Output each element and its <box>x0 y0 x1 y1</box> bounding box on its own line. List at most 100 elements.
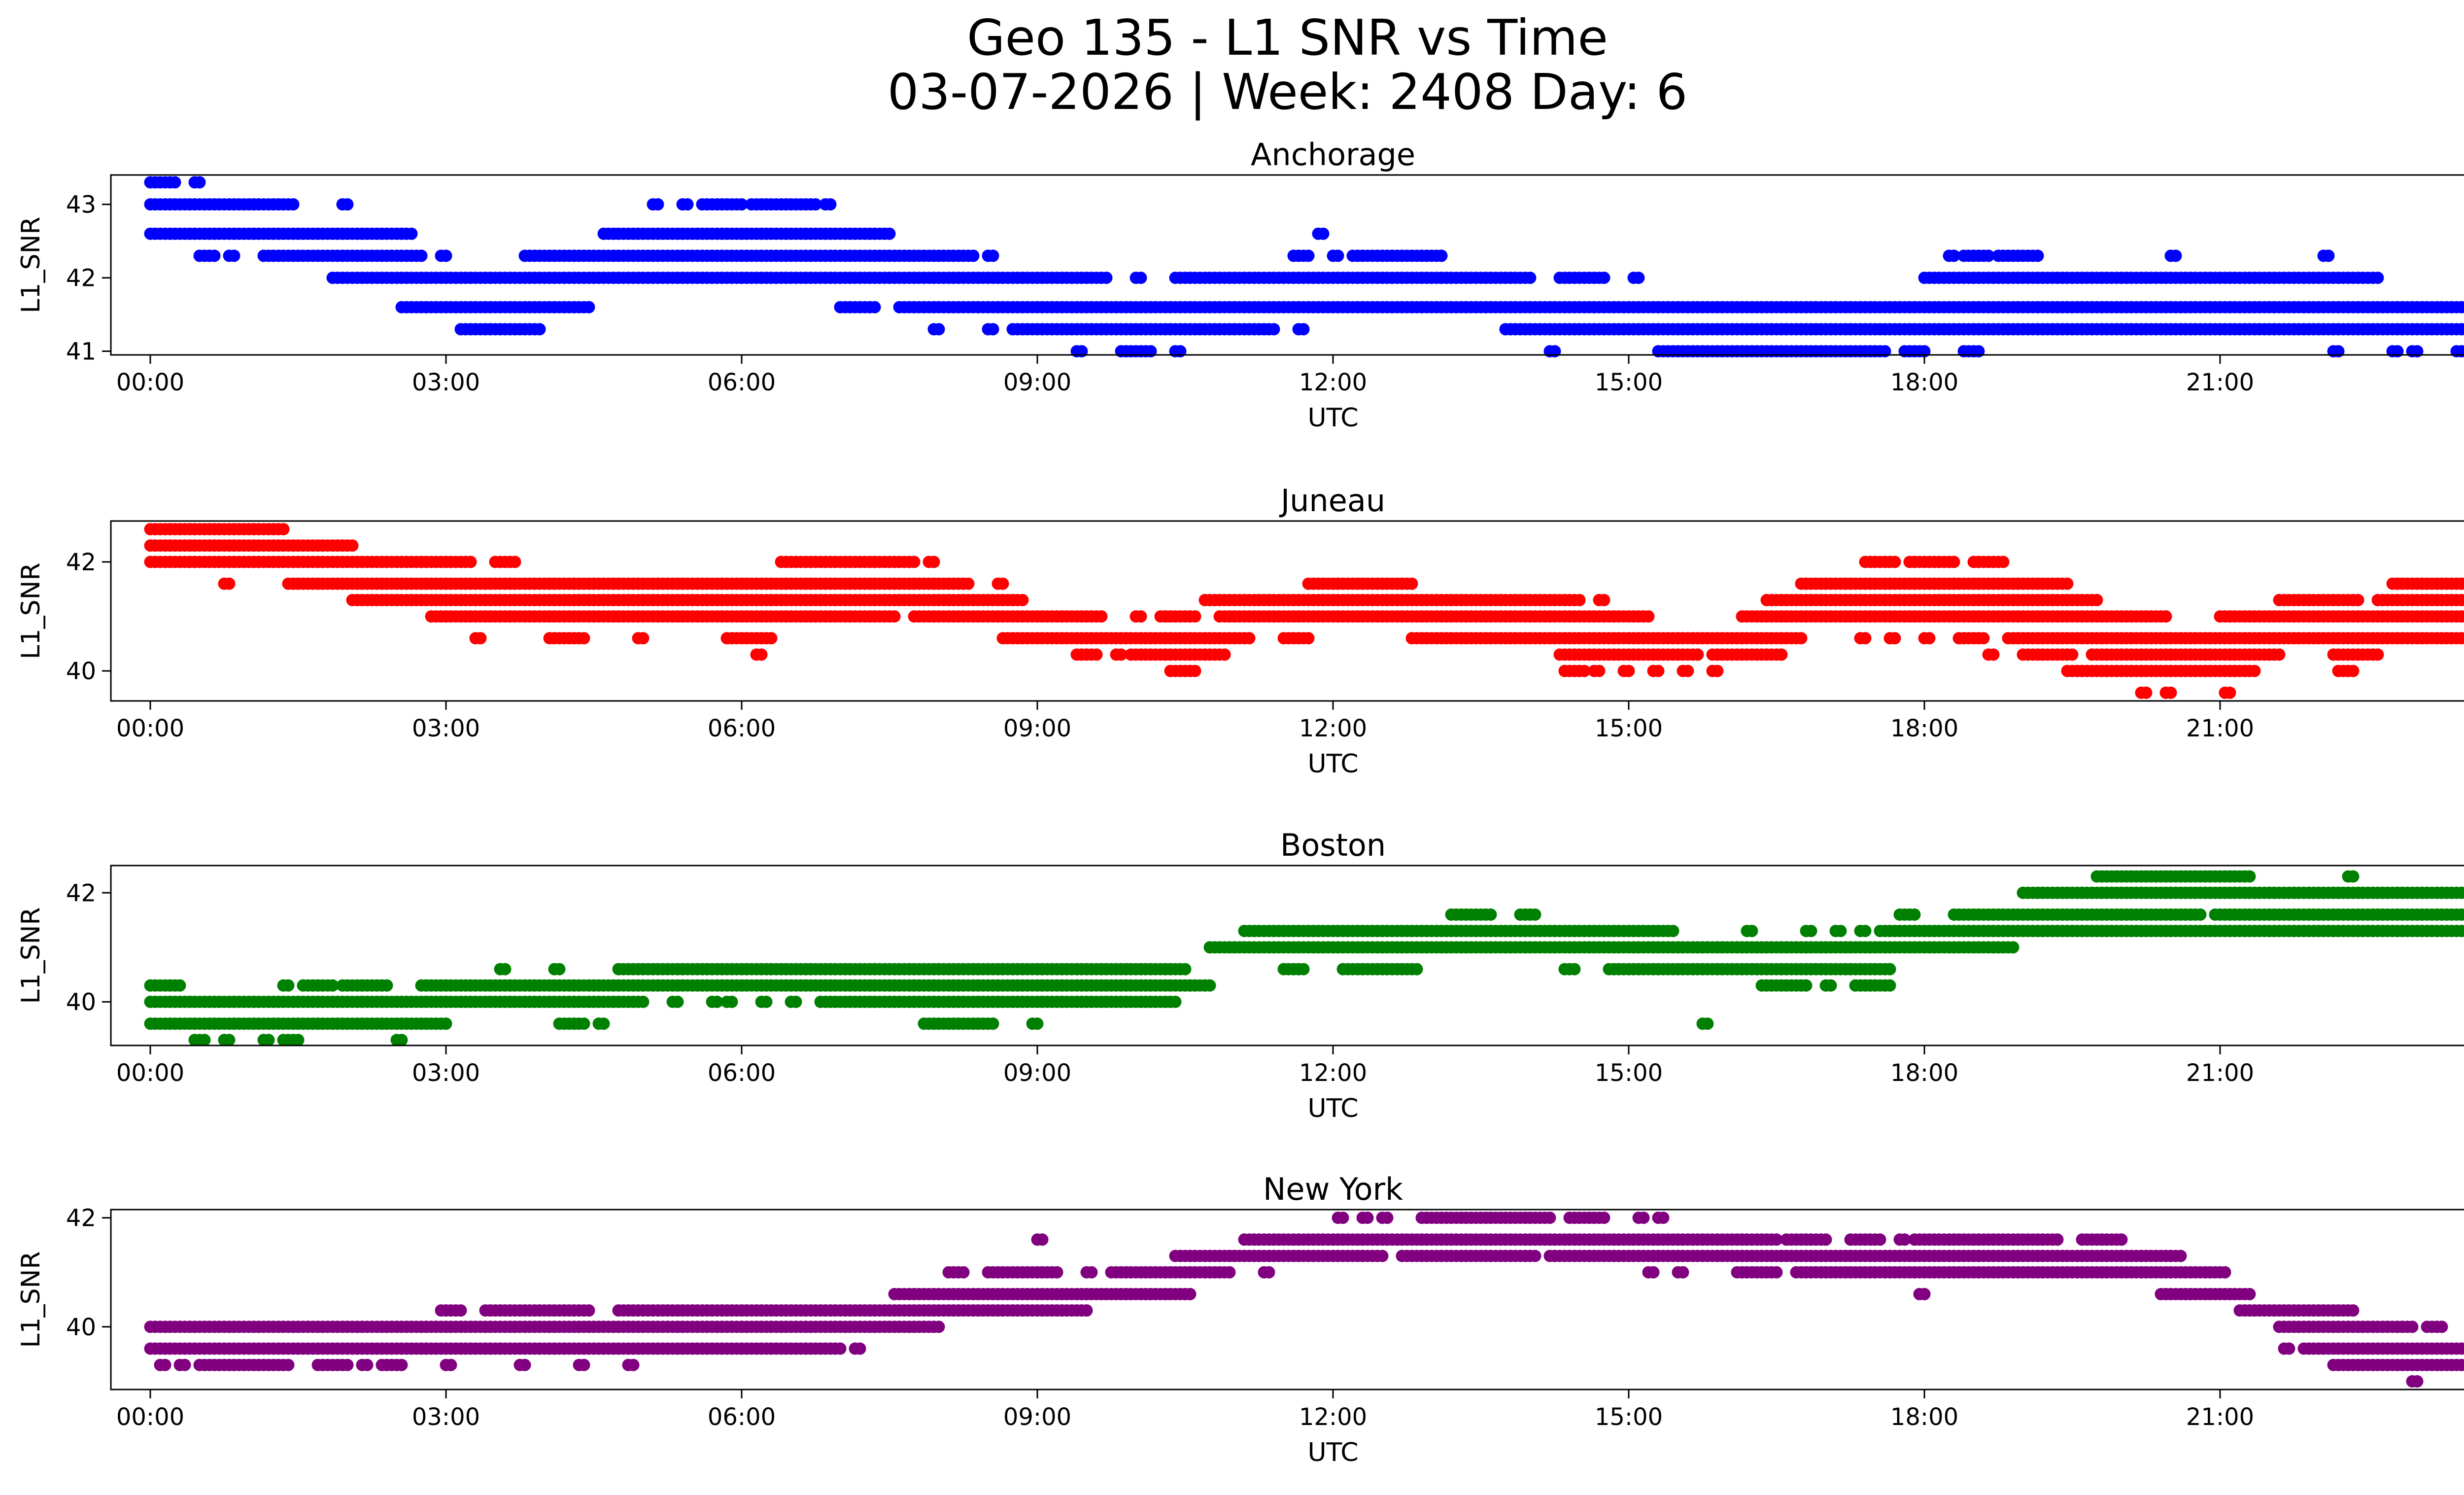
data-point <box>2460 301 2464 313</box>
data-point <box>2347 664 2360 677</box>
subplot-title: Anchorage <box>1251 137 1415 173</box>
x-tick-label: 09:00 <box>1003 369 1071 396</box>
data-point <box>996 577 1009 590</box>
data-point <box>2224 686 2236 699</box>
data-point <box>1484 908 1497 921</box>
data-point <box>1095 610 1108 623</box>
data-point <box>987 323 999 336</box>
data-point <box>1888 632 1901 645</box>
data-point <box>1598 593 1610 606</box>
data-point <box>2460 578 2464 590</box>
data-point <box>883 227 896 240</box>
x-tick-label: 09:00 <box>1003 1059 1071 1087</box>
data-point <box>1598 1212 1610 1224</box>
data-point <box>1982 249 1995 262</box>
y-tick-label: 40 <box>66 989 96 1016</box>
data-point <box>1859 925 1872 938</box>
data-point <box>2460 909 2464 920</box>
subplot-title: New York <box>1263 1171 1403 1207</box>
data-point <box>2347 870 2360 883</box>
data-point <box>1642 610 1655 623</box>
data-point <box>1598 272 1610 284</box>
data-point <box>1317 227 1330 240</box>
data-point <box>725 996 738 1008</box>
data-point <box>2007 941 2019 954</box>
data-point <box>2115 1233 2128 1246</box>
x-tick-label: 00:00 <box>116 369 184 396</box>
data-point <box>2248 664 2261 677</box>
data-point <box>888 610 901 623</box>
data-point <box>927 556 940 568</box>
y-tick-label: 42 <box>66 265 96 292</box>
x-tick-label: 06:00 <box>708 369 776 396</box>
data-point <box>1085 1266 1098 1279</box>
data-point <box>651 198 664 211</box>
figure-title: Geo 135 - L1 SNR vs Time <box>967 9 1608 67</box>
y-axis-label: L1_SNR <box>16 907 46 1004</box>
x-tick-label: 21:00 <box>2186 715 2254 742</box>
data-point <box>1543 1212 1556 1224</box>
data-points <box>144 1212 2464 1388</box>
data-point <box>1302 249 1315 262</box>
subplot-title: Boston <box>1280 827 1386 863</box>
data-point <box>1100 272 1113 284</box>
data-point <box>681 198 694 211</box>
data-point <box>1179 963 1192 975</box>
data-point <box>2322 249 2335 262</box>
data-point <box>1031 1017 1044 1030</box>
x-tick-label: 09:00 <box>1003 715 1071 742</box>
data-point <box>1883 979 1896 992</box>
data-point <box>1701 1017 1714 1030</box>
data-point <box>578 1017 590 1030</box>
data-point <box>1051 1266 1063 1279</box>
x-tick-label: 00:00 <box>116 715 184 742</box>
data-point <box>987 249 999 262</box>
data-point <box>2371 272 2384 284</box>
data-point <box>1637 1212 1650 1224</box>
data-point <box>173 979 186 992</box>
x-tick-label: 03:00 <box>412 1059 480 1087</box>
data-point <box>1745 925 1758 938</box>
data-point <box>1770 1266 1783 1279</box>
data-point <box>1573 593 1586 606</box>
data-point <box>2194 908 2207 921</box>
data-point <box>553 963 566 975</box>
data-point <box>2460 887 2464 899</box>
data-point <box>1775 648 1788 661</box>
data-point <box>1267 323 1280 336</box>
data-point <box>671 996 684 1008</box>
y-tick-label: 42 <box>66 549 96 576</box>
x-tick-label: 21:00 <box>2186 369 2254 396</box>
x-tick-label: 15:00 <box>1595 1059 1663 1087</box>
data-point <box>1819 1233 1832 1246</box>
data-point <box>169 176 181 189</box>
data-point <box>277 523 290 536</box>
data-point <box>2169 249 2182 262</box>
data-point <box>2352 593 2364 606</box>
x-tick-label: 03:00 <box>412 369 480 396</box>
data-point <box>962 577 975 590</box>
data-point <box>711 996 723 1008</box>
y-tick-label: 43 <box>66 191 96 219</box>
data-point <box>2061 577 2074 590</box>
data-point <box>1667 925 1679 938</box>
data-point <box>1632 272 1645 284</box>
data-point <box>1332 249 1344 262</box>
x-tick-label: 18:00 <box>1890 1059 1958 1087</box>
data-point <box>395 1034 408 1046</box>
data-point <box>2159 610 2172 623</box>
data-point <box>908 556 921 568</box>
data-point <box>1297 323 1310 336</box>
data-point <box>1218 648 1231 661</box>
data-point <box>1297 963 1310 975</box>
data-point <box>1977 632 1990 645</box>
data-point <box>1593 664 1606 677</box>
data-point <box>1376 1250 1389 1262</box>
data-point <box>1824 979 1837 992</box>
data-point <box>789 996 802 1008</box>
data-point <box>341 198 354 211</box>
data-point <box>1435 249 1448 262</box>
data-point <box>1795 632 1808 645</box>
data-point <box>1681 664 1694 677</box>
data-point <box>2031 249 2044 262</box>
